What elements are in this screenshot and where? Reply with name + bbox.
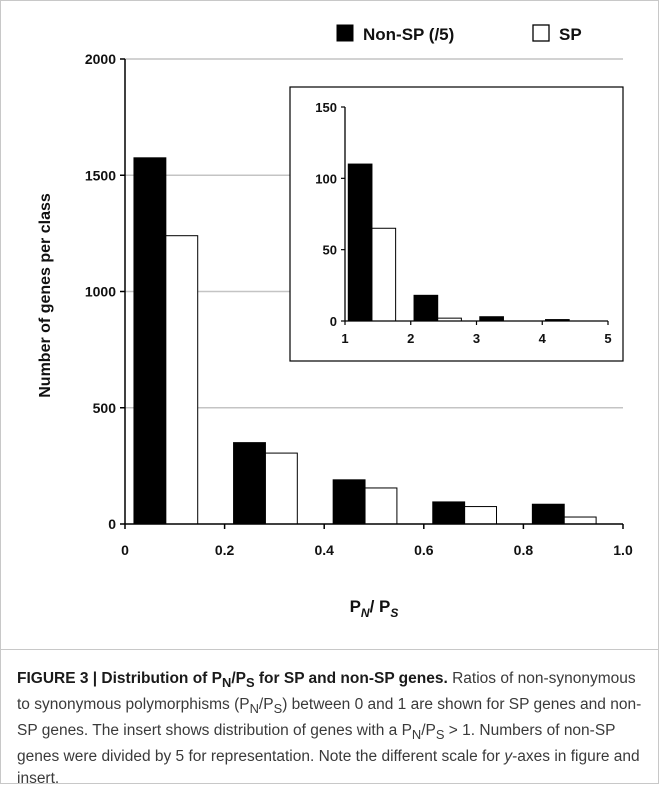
bar-non-sp bbox=[233, 442, 266, 525]
bar-non-sp bbox=[531, 503, 565, 525]
inset-y-tick-label: 50 bbox=[323, 243, 337, 258]
inset-x-tick-label: 5 bbox=[604, 331, 611, 346]
y-axis-label: Number of genes per class bbox=[37, 193, 54, 398]
main-x-tick-label: 0.4 bbox=[314, 542, 334, 558]
inset-y-tick-label: 150 bbox=[315, 100, 337, 115]
inset-bar-sp bbox=[371, 227, 397, 322]
main-x-tick-label: 0.8 bbox=[514, 542, 534, 558]
legend-swatch-non-sp bbox=[336, 24, 354, 42]
inset-y-tick-label: 100 bbox=[315, 171, 337, 186]
bar-non-sp bbox=[133, 157, 167, 525]
caption-divider bbox=[1, 649, 659, 650]
bar-non-sp bbox=[432, 501, 466, 525]
legend-label-sp: SP bbox=[559, 25, 582, 44]
bar-sp bbox=[264, 452, 298, 525]
inset-bar-non-sp bbox=[347, 163, 373, 322]
caption-body: Ratios of non-synonymous to synonymous p… bbox=[17, 670, 642, 788]
bar-sp bbox=[364, 487, 398, 525]
inset-x-tick-label: 3 bbox=[473, 331, 480, 346]
main-y-tick-label: 1000 bbox=[85, 284, 116, 300]
caption-lead: FIGURE 3 | Distribution of PN/PS for SP … bbox=[17, 670, 448, 691]
inset-x-tick-label: 1 bbox=[341, 331, 348, 346]
inset-x-tick-label: 4 bbox=[539, 331, 547, 346]
bar-sp bbox=[165, 235, 199, 525]
main-y-tick-label: 2000 bbox=[85, 51, 116, 67]
main-x-tick-label: 1.0 bbox=[613, 542, 633, 558]
legend-label-non-sp: Non-SP (/5) bbox=[363, 25, 454, 44]
inset-y-tick-label: 0 bbox=[330, 314, 337, 329]
inset-bar-non-sp bbox=[413, 294, 439, 322]
bar-sp bbox=[563, 516, 597, 525]
x-axis-label: PN/ PS bbox=[350, 597, 399, 620]
figure-caption: FIGURE 3 | Distribution of PN/PS for SP … bbox=[17, 668, 647, 790]
main-x-tick-label: 0.2 bbox=[215, 542, 235, 558]
inset-x-tick-label: 2 bbox=[407, 331, 414, 346]
main-x-tick-label: 0 bbox=[121, 542, 129, 558]
main-y-tick-label: 0 bbox=[108, 516, 116, 532]
main-x-tick-label: 0.6 bbox=[414, 542, 434, 558]
main-y-tick-label: 1500 bbox=[85, 167, 116, 183]
main-y-tick-label: 500 bbox=[93, 400, 117, 416]
bar-sp bbox=[464, 506, 498, 525]
legend-swatch-sp bbox=[532, 24, 550, 42]
bar-non-sp bbox=[332, 479, 366, 525]
